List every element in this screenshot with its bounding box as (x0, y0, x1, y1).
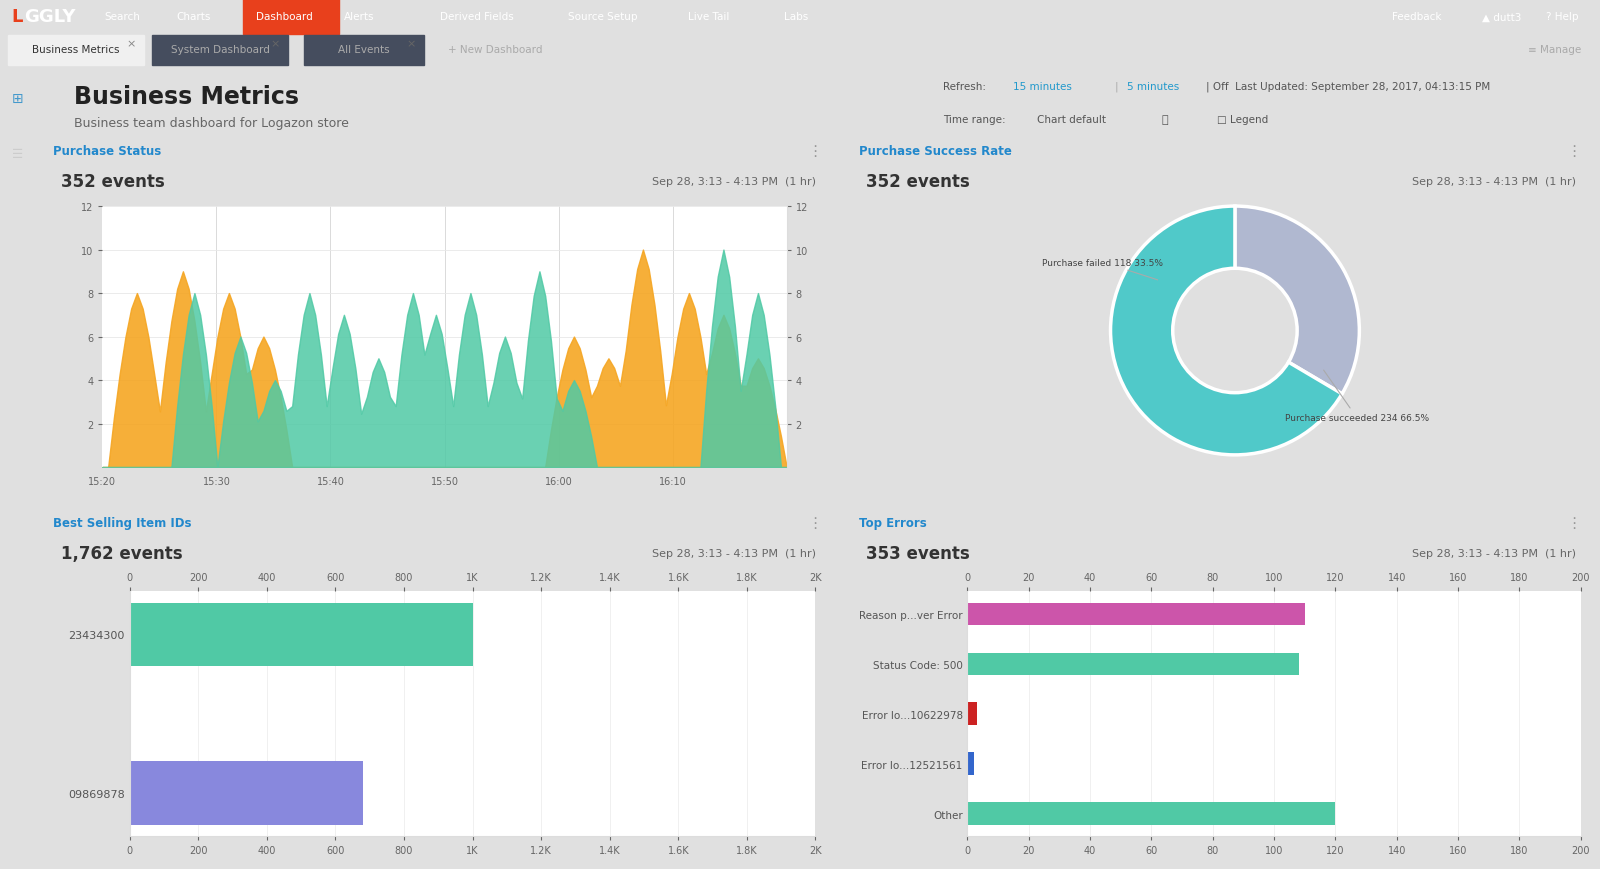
Text: Live Tail: Live Tail (688, 12, 730, 23)
Text: 5 minutes: 5 minutes (1128, 82, 1179, 91)
Text: ×: × (270, 40, 280, 50)
Text: ⋮: ⋮ (806, 515, 822, 531)
Text: 352 events: 352 events (866, 173, 970, 190)
Bar (968, 753, 974, 775)
Wedge shape (1110, 207, 1342, 455)
Bar (8, 36, 144, 66)
Text: Business team dashboard for Logazon store: Business team dashboard for Logazon stor… (74, 116, 349, 129)
Text: Sep 28, 3:13 - 4:13 PM  (1 hr): Sep 28, 3:13 - 4:13 PM (1 hr) (651, 176, 816, 187)
Text: Best Selling Item IDs: Best Selling Item IDs (53, 517, 192, 529)
Text: |: | (1115, 82, 1118, 92)
Text: Purchase Success Rate: Purchase Success Rate (859, 145, 1011, 157)
Text: All Events: All Events (338, 44, 390, 55)
Bar (152, 36, 288, 66)
Text: ≡ Manage: ≡ Manage (1528, 44, 1581, 55)
Text: ⋮: ⋮ (806, 143, 822, 159)
Text: Source Setup: Source Setup (568, 12, 637, 23)
Bar (968, 653, 1299, 675)
Text: ⋮: ⋮ (1566, 515, 1581, 531)
Text: Feedback: Feedback (1392, 12, 1442, 23)
Text: 352 events: 352 events (61, 173, 165, 190)
Text: + New Dashboard: + New Dashboard (448, 44, 542, 55)
Text: Purchase succeeded 234 66.5%: Purchase succeeded 234 66.5% (1285, 371, 1429, 422)
Text: System Dashboard: System Dashboard (171, 44, 269, 55)
Text: Sep 28, 3:13 - 4:13 PM  (1 hr): Sep 28, 3:13 - 4:13 PM (1 hr) (1411, 176, 1576, 187)
Text: Sep 28, 3:13 - 4:13 PM  (1 hr): Sep 28, 3:13 - 4:13 PM (1 hr) (1411, 548, 1576, 559)
Bar (968, 703, 976, 725)
Text: Derived Fields: Derived Fields (440, 12, 514, 23)
Text: Alerts: Alerts (344, 12, 374, 23)
Bar (130, 761, 363, 825)
Text: ×: × (406, 40, 416, 50)
Text: | Off  Last Updated: September 28, 2017, 04:13:15 PM: | Off Last Updated: September 28, 2017, … (1206, 82, 1490, 92)
Text: Sep 28, 3:13 - 4:13 PM  (1 hr): Sep 28, 3:13 - 4:13 PM (1 hr) (651, 548, 816, 559)
Text: Business Metrics: Business Metrics (32, 44, 120, 55)
Text: Time range:: Time range: (942, 115, 1005, 125)
Text: 1,762 events: 1,762 events (61, 545, 182, 562)
Text: Business Metrics: Business Metrics (74, 85, 299, 109)
Text: Search: Search (104, 12, 139, 23)
Text: ⋮: ⋮ (1566, 143, 1581, 159)
Text: 353 events: 353 events (866, 545, 970, 562)
Bar (968, 603, 1306, 626)
Text: Refresh:: Refresh: (942, 82, 989, 91)
Text: Chart default: Chart default (1037, 115, 1106, 125)
Text: ? Help: ? Help (1546, 12, 1578, 23)
Text: Purchase failed 118 33.5%: Purchase failed 118 33.5% (1042, 258, 1163, 281)
Text: □ Legend: □ Legend (1216, 115, 1267, 125)
Text: Top Errors: Top Errors (859, 517, 926, 529)
Text: Labs: Labs (784, 12, 808, 23)
Text: ☰: ☰ (11, 148, 24, 161)
Text: 📅: 📅 (1162, 115, 1168, 125)
Text: ▲ dutt3: ▲ dutt3 (1482, 12, 1522, 23)
Text: L: L (11, 9, 22, 26)
Bar (968, 802, 1336, 825)
Bar (130, 603, 472, 667)
Text: GGLY: GGLY (24, 9, 75, 26)
Text: 15 minutes: 15 minutes (1013, 82, 1072, 91)
Text: ⊞: ⊞ (11, 92, 24, 106)
Bar (304, 36, 424, 66)
Text: Dashboard: Dashboard (256, 12, 312, 23)
Text: Charts: Charts (176, 12, 210, 23)
Text: Purchase Status: Purchase Status (53, 145, 162, 157)
Bar (243, 0, 339, 35)
Text: ×: × (126, 40, 136, 50)
Wedge shape (1235, 207, 1360, 395)
